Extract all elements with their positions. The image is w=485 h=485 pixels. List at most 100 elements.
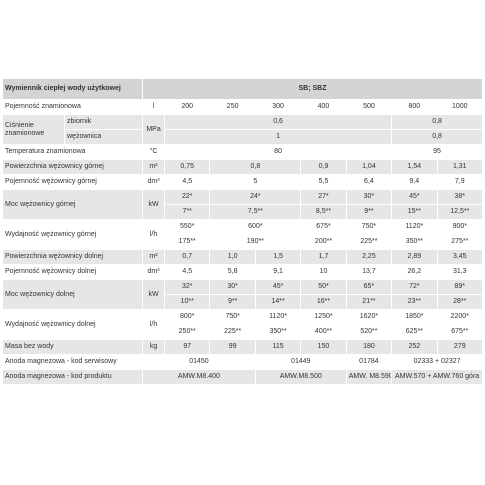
cell: 800 [391,99,438,115]
cell: dm³ [142,264,166,280]
cell: 8,5** [300,204,347,220]
cell: 175** [164,234,211,250]
cell: Powierzchnia wężownicy górnej [1,159,144,175]
cell: AMW. M8.590 [345,369,393,385]
cell: 675* [300,219,347,235]
table-row: 10** 9** 14** 16** 21** 23** 28** [3,294,484,310]
cell: 0,9 [300,159,347,175]
cell: 9** [209,294,256,310]
cell: 600* [209,219,302,235]
cell: 10 [300,264,347,280]
cell: kW [142,189,166,220]
cell: 01449 [254,354,347,370]
cell: 13,7 [345,264,393,280]
table-row: Powierzchnia wężownicy dolnej m² 0,7 1,0 1,5… [1,249,484,265]
cell: 675** [436,324,484,340]
cell: 1,5 [254,249,302,265]
cell: 9,4 [391,174,438,190]
cell: 9,1 [254,264,302,280]
cell: 31,3 [436,264,484,280]
table-row: Ciśnienie znamionowe zbiornik MPa 0,6 0,8 [2,114,483,145]
cell: 0,7 [164,249,211,265]
cell: Anoda magnezowa - kod produktu [1,369,144,385]
cell: 99 [209,339,256,355]
cell: 15** [391,204,438,220]
cell: 7** [164,204,211,220]
cell: 750* [209,309,256,325]
cell: 0,8 [209,159,302,175]
header-cell: SB; SBZ [142,78,483,100]
cell: 45* [254,279,302,295]
cell: AMW.570 + AMW.760 góra [391,369,483,385]
cell: 6,4 [345,174,393,190]
table-row: Moc wężownicy dolnej kW 32* 30* 45* 50* 65* 72*… [1,279,484,310]
cell: 2200* [436,309,484,325]
cell: 900* [436,219,484,235]
cell: 1250* [300,309,347,325]
cell: 190** [209,234,302,250]
cell: 30* [209,279,256,295]
cell: 5,5 [300,174,347,190]
cell: 95 [391,144,483,160]
cell: 28** [436,294,484,310]
table-row: Pojemność wężownicy dolnej dm³ 4,5 5,8 9,1 10… [1,264,484,280]
cell: zbiornik [63,114,144,130]
cell: 252 [391,339,438,355]
cell: 14** [254,294,302,310]
table-row: Anoda magnezowa - kod produktu AMW.M8.400… [1,369,483,385]
cell: Powierzchnia wężownicy dolnej [1,249,144,265]
cell: Pojemność wężownicy dolnej [1,264,144,280]
cell: 350** [254,324,302,340]
cell: 150 [300,339,347,355]
table-row: Pojemność wężownicy górnej dm³ 4,5 5 5,5 6,4 9… [1,174,484,190]
cell: 50* [300,279,347,295]
cell: 1120* [254,309,302,325]
cell: 16** [300,294,347,310]
cell: 1620* [345,309,393,325]
cell: 225** [209,324,256,340]
cell: dm³ [142,174,166,190]
cell: 5,8 [209,264,256,280]
table-row: 250** 225** 350** 400** 520** 625** 675** [3,324,484,340]
cell: 1,54 [391,159,438,175]
cell: 23** [391,294,438,310]
cell: 1 [164,129,393,145]
cell: Ciśnienie znamionowe [2,114,65,145]
cell: 180 [345,339,393,355]
cell: 24* [209,189,302,205]
cell: 7,9 [436,174,484,190]
cell: kg [142,339,166,355]
cell: 9** [345,204,393,220]
cell: 02333 + 02327 [391,354,483,370]
cell: 80 [164,144,393,160]
cell: Wydajność wężownicy górnej [1,219,144,250]
cell: 750* [345,219,393,235]
cell: 0,8 [391,129,483,145]
cell: 32* [164,279,211,295]
cell: 1000 [436,99,484,115]
cell: 400** [300,324,347,340]
cell: 200 [164,99,211,115]
cell: 1,31 [436,159,484,175]
cell: 45* [391,189,438,205]
cell: 115 [254,339,302,355]
cell: Moc wężownicy dolnej [1,279,144,310]
cell: 300 [254,99,302,115]
cell: l/h [142,309,166,340]
table-row: Powierzchnia wężownicy górnej m² 0,75 0,8 0,… [1,159,484,175]
cell: 5 [209,174,302,190]
cell: 350** [391,234,438,250]
cell: 01784 [345,354,393,370]
table-row: Anoda magnezowa - kod serwisowy 01450 0144… [1,354,483,370]
cell: 10** [164,294,211,310]
cell: 22* [164,189,211,205]
cell: 1120* [391,219,438,235]
cell: l [142,99,166,115]
cell: Pojemność wężownicy górnej [1,174,144,190]
cell: 27* [300,189,347,205]
cell: 30* [345,189,393,205]
cell: 275** [436,234,484,250]
cell: Temperatura znamionowa [1,144,144,160]
cell: 200** [300,234,347,250]
cell: Pojemność znamionowa [1,99,144,115]
